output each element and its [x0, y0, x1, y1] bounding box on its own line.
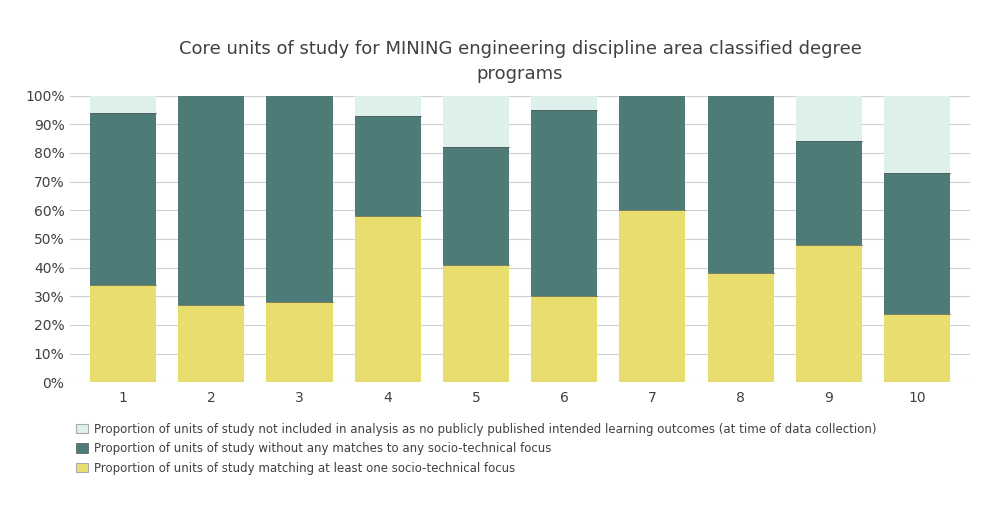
- Bar: [178, 305, 244, 382]
- Bar: [796, 141, 862, 245]
- Bar: [619, 210, 685, 382]
- Bar: [355, 116, 421, 216]
- Bar: [443, 147, 509, 265]
- Bar: [796, 245, 862, 382]
- Bar: [708, 96, 774, 273]
- Bar: [355, 216, 421, 382]
- Bar: [266, 302, 333, 382]
- Bar: [266, 96, 333, 302]
- Bar: [443, 265, 509, 382]
- Bar: [531, 110, 597, 296]
- Legend: Proportion of units of study not included in analysis as no publicly published i: Proportion of units of study not include…: [76, 423, 876, 475]
- Bar: [178, 96, 244, 305]
- Bar: [531, 296, 597, 382]
- Bar: [90, 285, 156, 382]
- Bar: [884, 173, 950, 313]
- Bar: [619, 96, 685, 210]
- Bar: [531, 96, 597, 110]
- Bar: [884, 313, 950, 382]
- Bar: [708, 273, 774, 382]
- Bar: [90, 113, 156, 285]
- Bar: [90, 96, 156, 113]
- Bar: [884, 96, 950, 173]
- Bar: [796, 96, 862, 141]
- Bar: [443, 96, 509, 147]
- Bar: [355, 96, 421, 116]
- Title: Core units of study for MINING engineering discipline area classified degree
pro: Core units of study for MINING engineeri…: [179, 40, 861, 83]
